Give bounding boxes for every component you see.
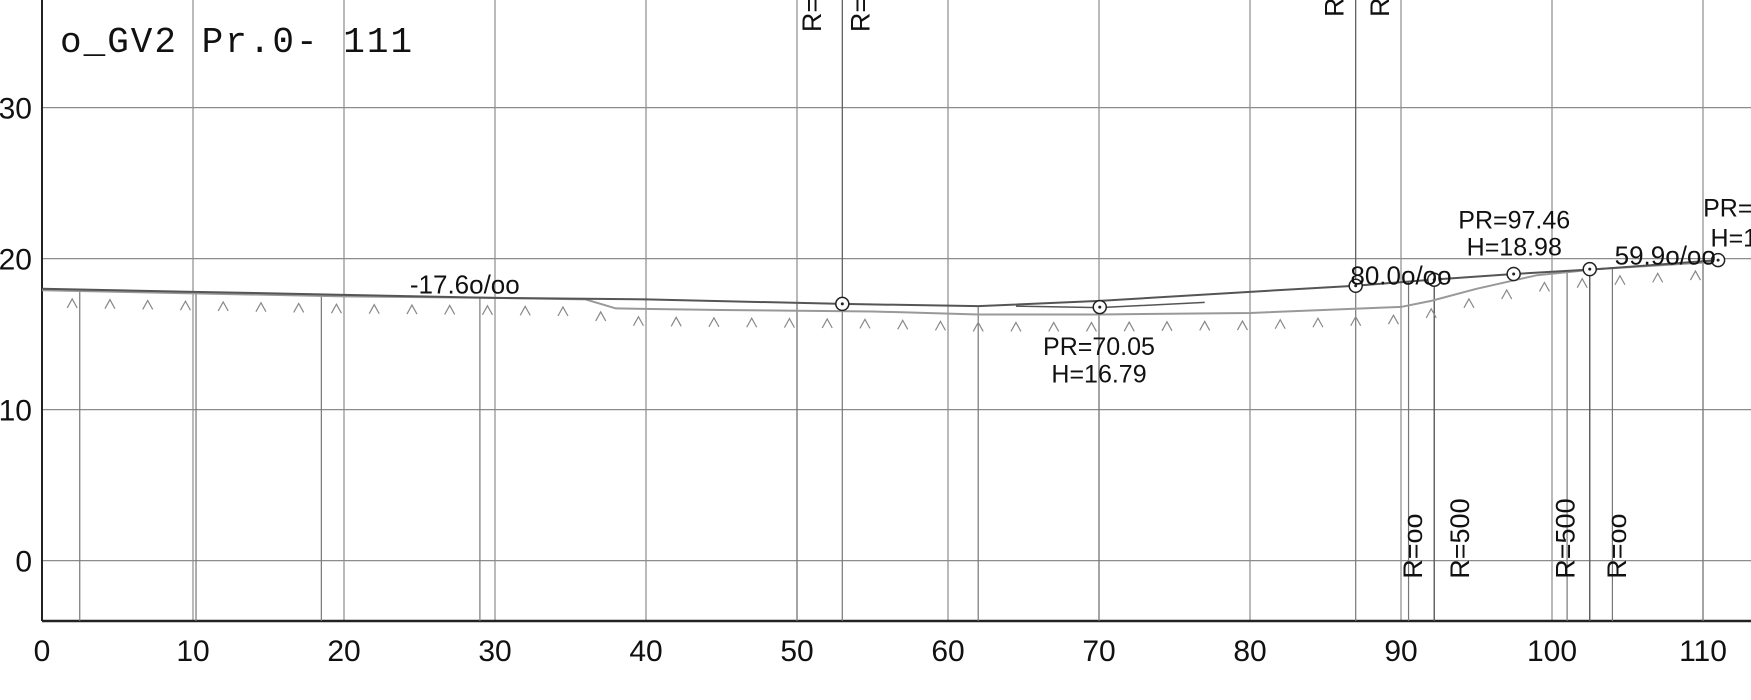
x-tick-label: 90 xyxy=(1384,635,1417,668)
ground-hatch xyxy=(1614,274,1626,286)
x-tick-label: 80 xyxy=(1233,635,1266,668)
annotation-label: PR=70.05 xyxy=(1043,333,1155,361)
ground-hatch xyxy=(1387,313,1399,325)
curve-point-dot xyxy=(1716,258,1720,262)
ground-hatch xyxy=(142,299,154,310)
ground-hatch xyxy=(1312,317,1324,328)
radius-label: R=350 xyxy=(1320,0,1350,17)
annotation-label: 80.0o/oo xyxy=(1350,260,1451,290)
ground-hatch xyxy=(1199,320,1211,331)
ground-hatch xyxy=(1048,321,1060,332)
design-grade-line xyxy=(41,259,1719,309)
y-tick-label: 20 xyxy=(0,244,32,277)
radius-label: R=oo xyxy=(797,0,827,32)
axis-ticks: 0102030405060708090100110010203040 xyxy=(0,93,1727,668)
ground-polyline xyxy=(41,260,1719,316)
ground-hatch xyxy=(406,303,418,315)
curve-point-dot xyxy=(1098,305,1102,309)
ground-hatch xyxy=(934,320,946,331)
grid xyxy=(41,0,1751,623)
station-verticals xyxy=(79,0,1704,621)
x-tick-label: 10 xyxy=(176,635,209,668)
ground-hatch xyxy=(481,304,493,316)
radius-label: R=350 xyxy=(845,0,875,32)
x-tick-label: 50 xyxy=(780,635,813,668)
curve-point-dot xyxy=(1588,267,1592,271)
annotation-label: H=18.98 xyxy=(1467,234,1562,262)
y-tick-label: 30 xyxy=(0,93,32,126)
x-tick-label: 60 xyxy=(931,635,964,668)
annotation-label: -17.6o/oo xyxy=(410,269,520,299)
radius-label: R=oo xyxy=(1365,0,1395,17)
ground-hatch xyxy=(1425,307,1437,319)
ground-hatch xyxy=(368,303,380,314)
ground-hatch xyxy=(104,298,116,309)
x-tick-label: 30 xyxy=(478,635,511,668)
ground-hatch xyxy=(821,317,833,329)
ground-hatch xyxy=(255,301,267,312)
y-tick-label: 10 xyxy=(0,395,32,428)
ground-hatch xyxy=(217,300,229,312)
annotations: -17.6o/oo 80.0o/oo 59.9o/oo PR=70.05H=16.79… xyxy=(410,0,1751,579)
curve-point-dot xyxy=(1432,278,1436,282)
ground-hatch xyxy=(1085,321,1097,332)
annotation-label: H=19 xyxy=(1711,225,1751,253)
ground-hatch xyxy=(632,315,644,327)
ground-hatch xyxy=(179,299,191,311)
ground-hatch xyxy=(670,316,682,327)
ground-hatch xyxy=(1576,277,1588,288)
ground-hatch xyxy=(1236,319,1248,331)
ground-hatch xyxy=(66,297,78,309)
curve-markers xyxy=(835,252,1726,315)
ground-hatch xyxy=(1010,321,1022,332)
radius-label: R=500 xyxy=(1551,498,1581,578)
annotation-label: 59.9o/oo xyxy=(1615,241,1716,271)
ground-hatch xyxy=(330,302,342,314)
x-tick-label: 20 xyxy=(327,635,360,668)
annotation-label: PR=97.46 xyxy=(1458,206,1570,234)
ground-hatch xyxy=(1161,320,1173,332)
profile-title: o_GV2 Pr.0- 111 xyxy=(60,22,414,63)
radius-label: R=500 xyxy=(1445,498,1475,578)
x-tick-label: 110 xyxy=(1679,635,1727,668)
ground-hatch xyxy=(1463,297,1475,309)
design-polyline xyxy=(41,259,1719,308)
ground-hatch xyxy=(293,302,305,313)
annotation-label: H=16.79 xyxy=(1051,360,1146,388)
ground-hatch xyxy=(783,317,795,328)
ground-hatch xyxy=(595,310,607,322)
ground-hatch xyxy=(519,305,531,316)
x-tick-label: 40 xyxy=(629,635,662,668)
ground-hatch xyxy=(1274,318,1286,330)
ground-line xyxy=(41,260,1719,332)
x-tick-label: 100 xyxy=(1527,635,1577,668)
ground-hatch xyxy=(859,318,871,329)
ground-hatch xyxy=(557,305,569,317)
ground-hatch xyxy=(708,316,720,328)
annotation-label: PR=11 xyxy=(1703,194,1751,222)
ground-hatch xyxy=(444,304,456,315)
x-tick-label: 0 xyxy=(34,635,51,668)
ground-hatch xyxy=(1652,272,1664,283)
ground-hatch xyxy=(972,321,984,332)
curve-point-dot xyxy=(1354,284,1358,288)
curve-point-dot xyxy=(1512,272,1516,276)
ground-hatch xyxy=(897,319,909,330)
curve-point-dot xyxy=(840,302,844,306)
ground-hatch xyxy=(1689,269,1701,281)
ground-hatch xyxy=(1538,281,1550,292)
ground-hatch xyxy=(1350,315,1362,327)
x-tick-label: 70 xyxy=(1082,635,1115,668)
ground-hatch xyxy=(746,317,758,328)
y-tick-label: 0 xyxy=(15,546,32,579)
radius-label: R=oo xyxy=(1398,513,1428,578)
ground-hatch xyxy=(1123,320,1135,332)
ground-hatch xyxy=(1501,288,1513,300)
radius-label: R=oo xyxy=(1602,513,1632,578)
